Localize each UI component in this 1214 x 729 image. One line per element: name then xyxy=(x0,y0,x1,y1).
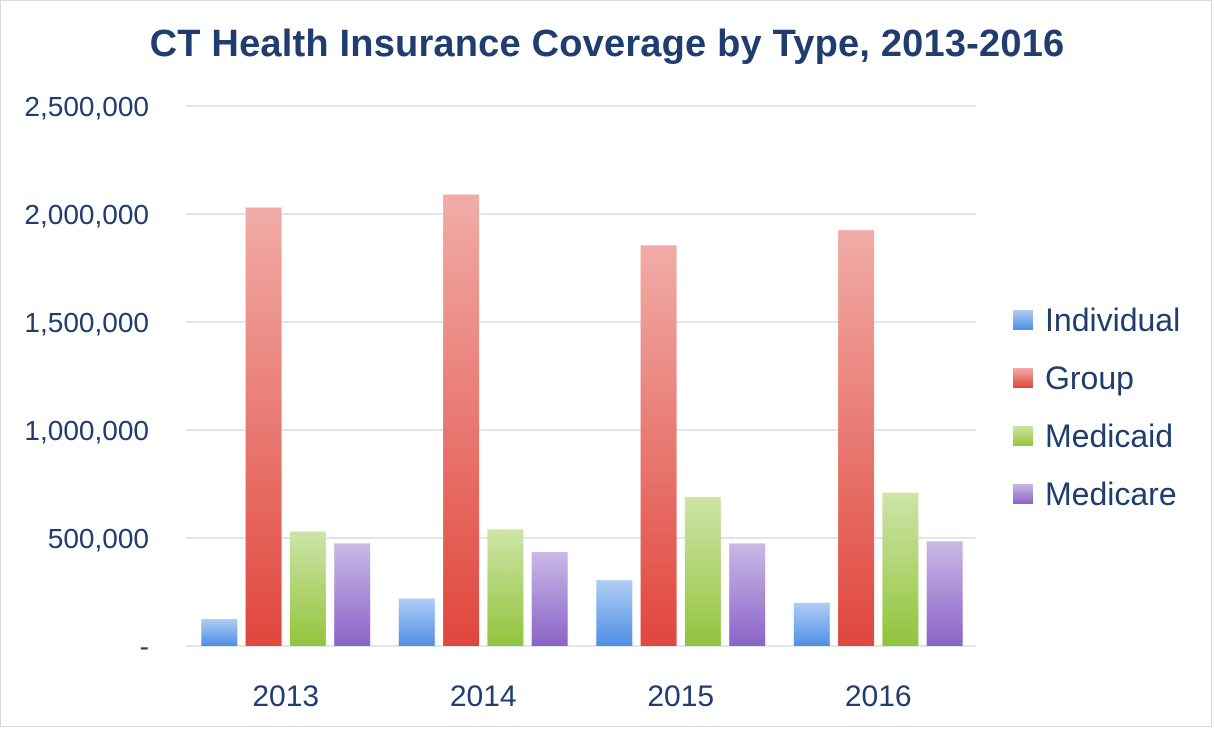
bar-individual-2015 xyxy=(596,580,633,646)
bar-medicare-2013 xyxy=(334,543,371,646)
legend-swatch xyxy=(1013,310,1033,330)
y-tick-label: 500,000 xyxy=(48,523,149,554)
bar-medicare-2016 xyxy=(926,541,963,646)
legend-item-medicare: Medicare xyxy=(1013,465,1213,523)
legend-label: Medicare xyxy=(1045,475,1177,512)
x-tick-label: 2016 xyxy=(845,680,912,713)
x-tick-label: 2014 xyxy=(450,680,517,713)
bar-individual-2013 xyxy=(201,619,238,646)
bar-medicaid-2014 xyxy=(487,529,524,646)
bar-medicaid-2016 xyxy=(882,492,919,646)
bar-group-2013 xyxy=(245,207,282,646)
y-tick-label: - xyxy=(140,631,149,662)
x-axis-ticks: 2013 2014 2015 2016 xyxy=(252,680,911,713)
chart-title: CT Health Insurance Coverage by Type, 20… xyxy=(149,23,1065,65)
bars xyxy=(201,194,963,646)
legend: Individual Group Medicaid Medicare xyxy=(1013,291,1213,523)
x-tick-label: 2013 xyxy=(252,680,319,713)
y-tick-label: 1,500,000 xyxy=(24,307,149,338)
bar-individual-2016 xyxy=(793,602,830,646)
bar-group-2015 xyxy=(640,245,677,646)
legend-item-individual: Individual xyxy=(1013,291,1213,349)
x-tick-label: 2015 xyxy=(647,680,714,713)
bar-group-2016 xyxy=(838,230,875,646)
legend-label: Individual xyxy=(1045,301,1181,338)
y-tick-label: 1,000,000 xyxy=(24,415,149,446)
legend-item-group: Group xyxy=(1013,349,1213,407)
bar-individual-2014 xyxy=(398,598,435,646)
legend-label: Medicaid xyxy=(1045,417,1174,454)
y-tick-label: 2,500,000 xyxy=(24,91,149,122)
bar-medicare-2014 xyxy=(531,552,568,646)
legend-item-medicaid: Medicaid xyxy=(1013,407,1213,465)
bar-medicaid-2013 xyxy=(289,531,326,646)
y-axis-ticks: - 500,000 1,000,000 1,500,000 2,000,000 2,500… xyxy=(24,91,149,662)
y-tick-label: 2,000,000 xyxy=(24,199,149,230)
bar-group-2014 xyxy=(443,194,480,646)
legend-label: Group xyxy=(1045,359,1134,396)
bar-medicare-2015 xyxy=(729,543,766,646)
legend-swatch xyxy=(1013,484,1033,504)
bar-medicaid-2015 xyxy=(684,496,721,646)
legend-swatch xyxy=(1013,368,1033,388)
legend-swatch xyxy=(1013,426,1033,446)
